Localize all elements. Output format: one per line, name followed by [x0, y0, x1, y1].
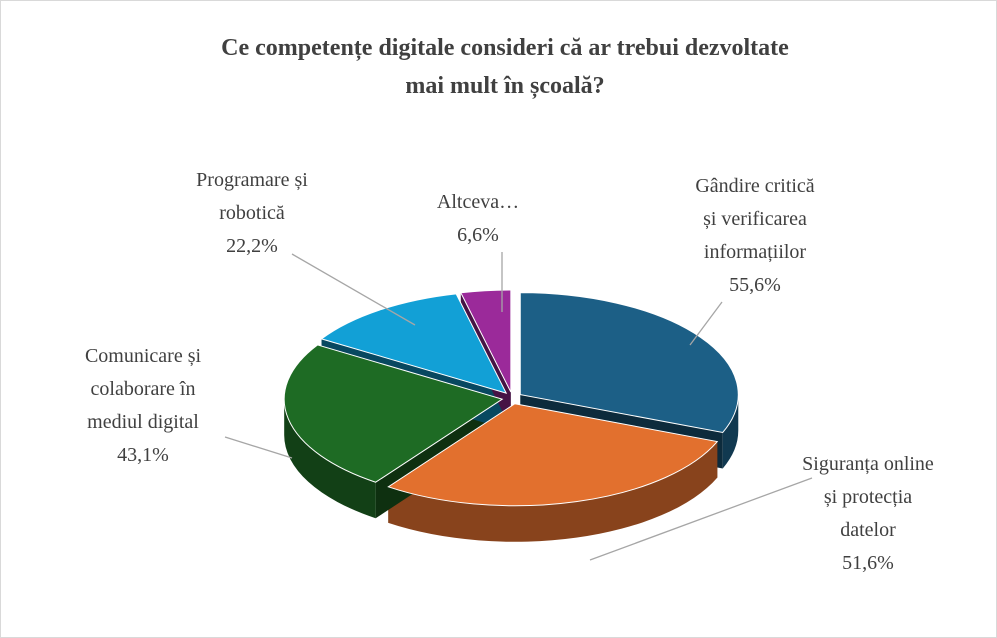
data-label: Gândire critică și verificarea informațiil…: [695, 175, 814, 263]
slice-wall: [722, 394, 739, 469]
data-label: Altceva…: [437, 191, 519, 213]
value-label: 22,2%: [226, 235, 278, 257]
slice: [387, 403, 719, 507]
leader-line: [291, 253, 416, 326]
value-label: 55,6%: [729, 274, 781, 296]
slice: [519, 292, 739, 433]
slice-wall: [284, 399, 376, 519]
slice: [283, 344, 504, 483]
data-label: Comunicare și colaborare în mediul digital: [85, 345, 202, 433]
value-label: 51,6%: [842, 552, 894, 574]
value-label: 43,1%: [117, 444, 169, 466]
data-label: Programare și robotică: [196, 169, 308, 224]
leader-line: [224, 436, 293, 459]
leader-line: [689, 301, 723, 346]
chart-title: Ce competențe digitale consideri că ar t…: [221, 35, 789, 99]
pie: [283, 289, 739, 542]
labels: Gândire critică și verificarea informațiil…: [85, 169, 934, 574]
slice-wall: [388, 441, 718, 542]
slice: [460, 289, 512, 393]
data-label: Siguranța online și protecția datelor: [802, 453, 934, 541]
value-label: 6,6%: [457, 224, 499, 246]
leader-line: [589, 477, 813, 561]
slice: [320, 293, 508, 394]
